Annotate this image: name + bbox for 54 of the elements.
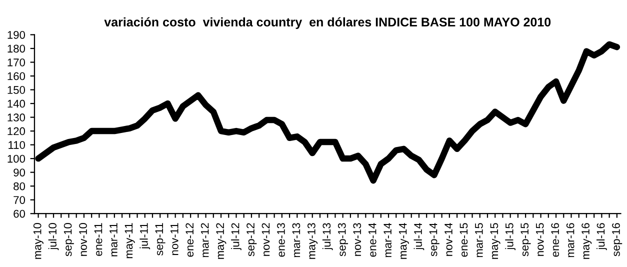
x-tick-label: sep-15 [520,223,531,256]
x-tick-label: nov-11 [170,223,178,256]
y-tick-label: 80 [14,182,26,190]
x-tick-label: mar-15 [475,223,483,258]
x-tick-label: sep-14 [429,222,440,256]
y-tick-label: 110 [8,141,26,149]
x-tick-label: nov-14 [444,222,452,256]
x-tick-label: may-12 [216,223,226,259]
x-tick-label: sep-16 [612,223,622,256]
y-tick-label: 170 [8,58,26,66]
x-tick-label: jul-12 [231,223,242,250]
x-tick-label: jul-11 [140,223,150,250]
x-tick-label: jul-16 [596,223,607,250]
chart-title: variación costo vivienda country en dólares INDICE BASE 100 MAYO 2010 [104,17,551,29]
x-tick-label: may-15 [490,223,500,259]
x-tick-label: nov-12 [262,223,270,256]
x-tick-label: nov-13 [353,223,362,256]
x-tick-label: ene-16 [551,223,559,257]
y-tick-label: 180 [8,44,26,53]
x-tick-label: mar-11 [110,223,118,256]
x-tick-label: jul-14 [414,222,424,250]
x-tick-label: sep-10 [64,223,74,256]
x-tick-label: sep-11 [155,223,166,256]
x-tick-label: sep-13 [338,223,348,256]
x-tick-label: mar-13 [292,223,300,258]
x-tick-label: ene-12 [186,223,194,257]
x-tick-label: jul-10 [48,223,59,250]
x-tick-label: nov-15 [536,223,544,256]
y-tick-label: 120 [8,127,26,136]
x-tick-label: may-16 [582,223,592,259]
y-tick-label: 150 [8,86,26,94]
x-tick-label: may-14 [398,222,409,259]
y-tick-label: 140 [8,100,26,108]
x-tick-label: jul-15 [505,223,516,250]
x-tick-label: nov-10 [79,223,87,256]
x-tick-label: may-11 [124,223,135,258]
y-tick-label: 190 [8,30,26,39]
x-tick-label: ene-14 [368,222,376,257]
y-tick-label: 70 [14,196,26,204]
x-tick-label: ene-11 [94,223,102,256]
x-tick-label: mar-14 [384,222,392,258]
x-tick-label: mar-16 [566,223,574,258]
x-tick-label: mar-12 [200,223,209,258]
y-tick-label: 90 [14,168,26,176]
x-tick-label: ene-13 [277,223,285,257]
x-tick-label: may-13 [307,223,318,259]
x-tick-label: ene-15 [460,223,468,257]
x-tick-label: jul-13 [322,223,333,250]
x-tick-label: may-10 [33,223,44,259]
y-tick-label: 130 [8,114,26,122]
y-tick-label: 160 [8,72,26,80]
y-tick-label: 100 [8,154,26,163]
y-tick-label: 60 [14,210,26,218]
x-tick-label: sep-12 [246,223,257,256]
